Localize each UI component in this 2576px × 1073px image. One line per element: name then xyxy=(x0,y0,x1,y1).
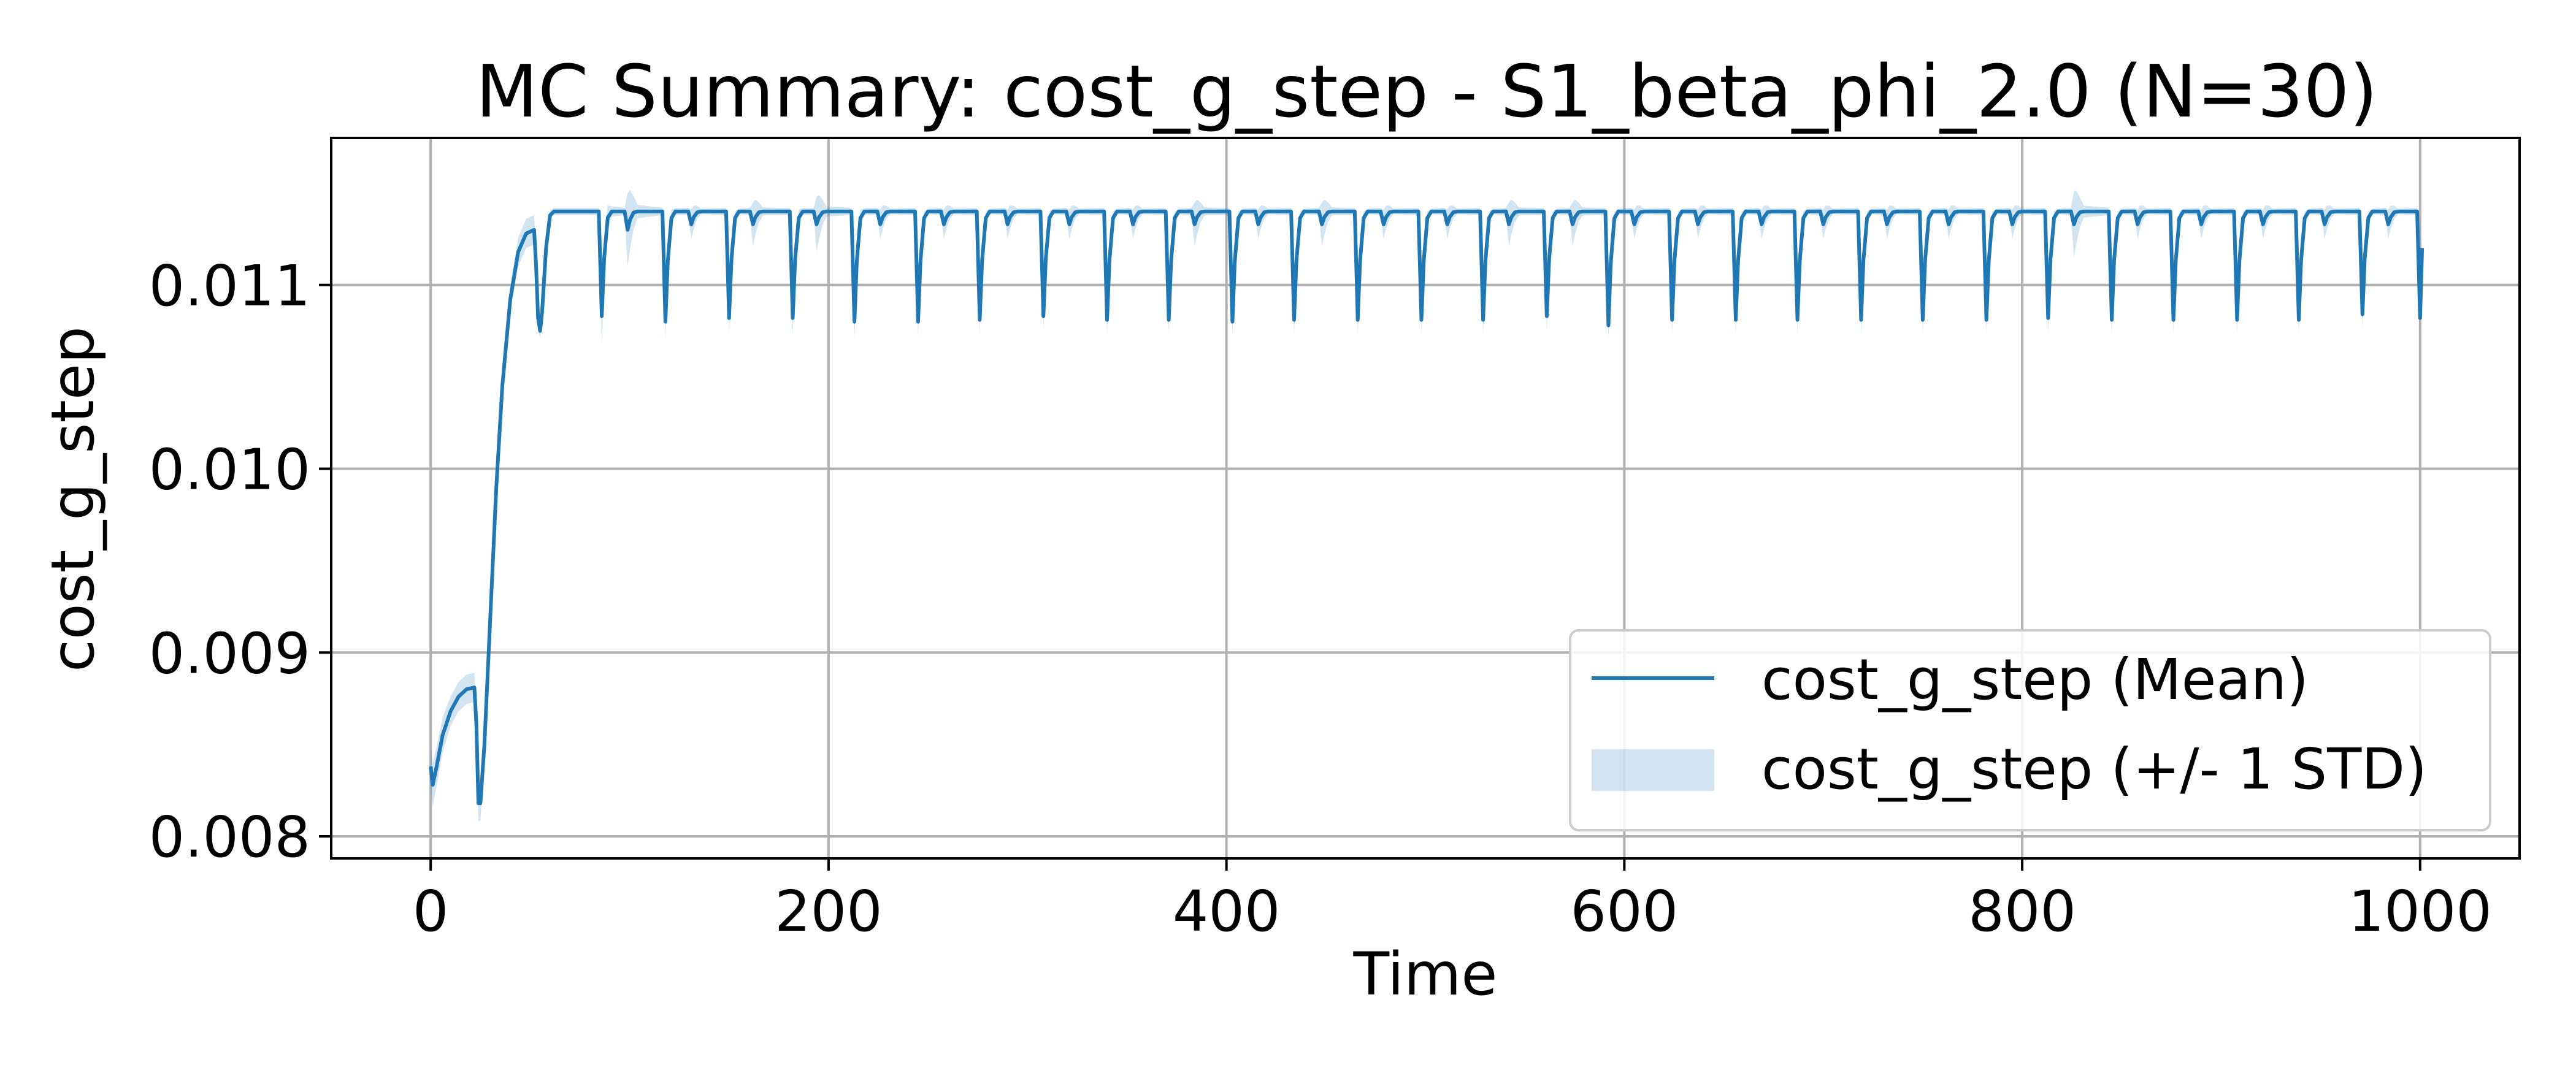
y-tick-label: 0.009 xyxy=(149,621,310,686)
y-axis-label: cost_g_step xyxy=(39,326,107,672)
legend-std-swatch xyxy=(1592,749,1714,791)
legend-mean-label: cost_g_step (Mean) xyxy=(1761,647,2309,712)
x-axis-label: Time xyxy=(1353,940,1498,1009)
x-tick-label: 1000 xyxy=(2348,879,2492,944)
y-tick-label: 0.008 xyxy=(149,804,310,870)
legend: cost_g_step (Mean) cost_g_step (+/- 1 ST… xyxy=(1569,629,2491,831)
y-tick-label: 0.011 xyxy=(149,253,310,319)
x-tick-label: 200 xyxy=(775,879,883,944)
chart-title: MC Summary: cost_g_step - S1_beta_phi_2.… xyxy=(475,49,2377,134)
plot-frame xyxy=(330,137,2521,860)
mean-line xyxy=(429,209,2425,806)
mean-line-layer xyxy=(429,209,2425,806)
y-tick-label: 0.010 xyxy=(149,437,310,503)
legend-box xyxy=(1569,629,2491,831)
x-tick-label: 0 xyxy=(413,879,449,944)
legend-std-label: cost_g_step (+/- 1 STD) xyxy=(1761,736,2427,802)
x-tick-label: 400 xyxy=(1173,879,1281,944)
x-tick-label: 800 xyxy=(1968,879,2076,944)
y-axis-ticks: 0.008 0.009 0.010 0.011 xyxy=(149,253,331,870)
x-axis-ticks: 0 200 400 600 800 1000 xyxy=(413,858,2492,944)
x-tick-label: 600 xyxy=(1571,879,1679,944)
